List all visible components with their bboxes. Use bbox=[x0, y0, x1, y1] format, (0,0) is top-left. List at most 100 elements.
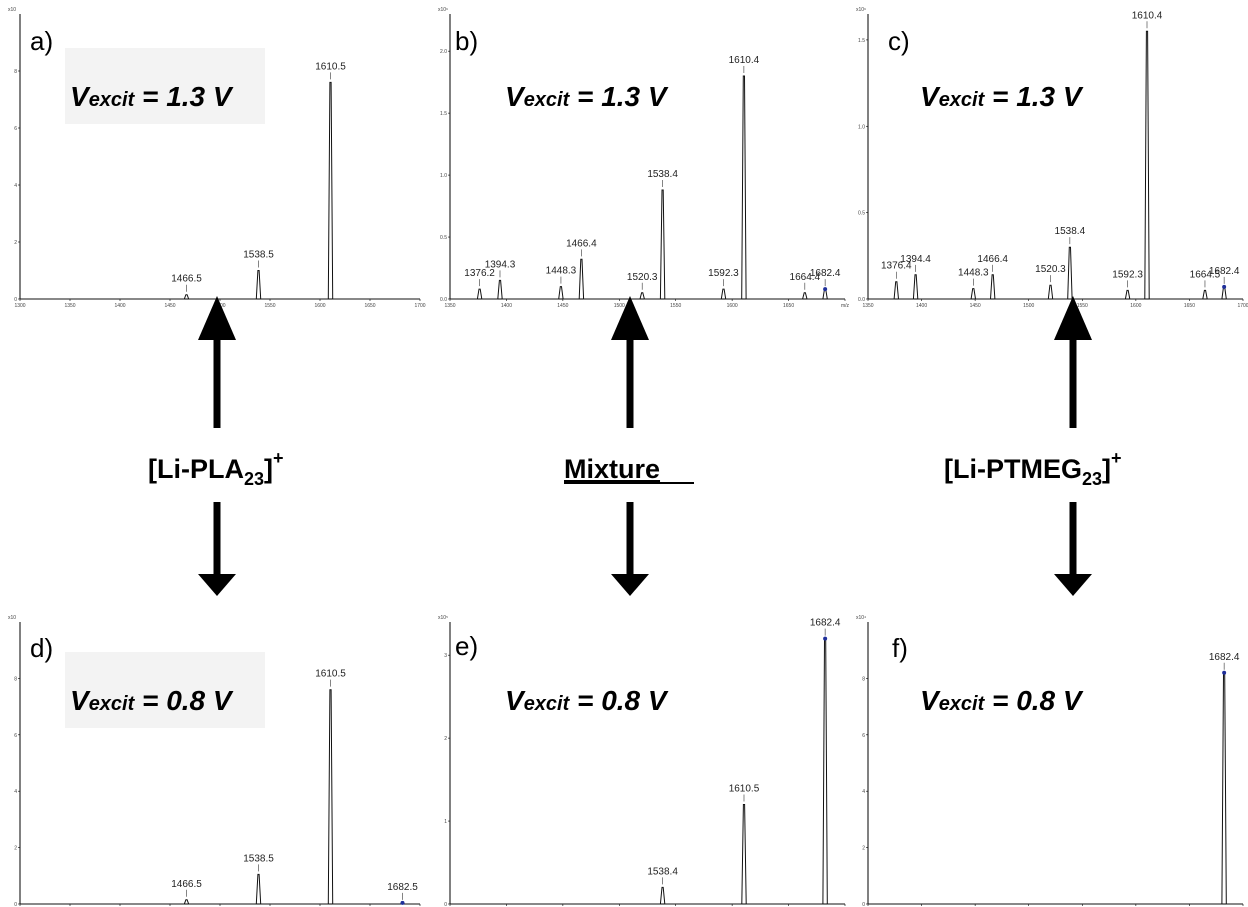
x-tick-label: m/z bbox=[841, 303, 850, 309]
peak-label: 1376.4 bbox=[881, 261, 912, 272]
y-tick-label: 1.0 bbox=[858, 124, 865, 130]
vexcit-label: Vexcit = 1.3 V bbox=[920, 81, 1084, 112]
intensity-scale: x10 bbox=[8, 7, 16, 13]
y-tick-label: 6 bbox=[14, 126, 17, 132]
y-tick-label: 2 bbox=[14, 240, 17, 246]
x-tick-label: 1550 bbox=[670, 303, 681, 309]
y-tick-label: 0 bbox=[14, 297, 17, 303]
peak-label: 1664.4 bbox=[790, 272, 821, 283]
peak-label: 1682.5 bbox=[387, 882, 418, 893]
vexcit-label: Vexcit = 0.8 V bbox=[70, 685, 234, 716]
panel-d: Vexcit = 0.8 V 1300135014001450150015501… bbox=[8, 615, 421, 907]
panel-label: e) bbox=[455, 631, 478, 661]
peak-label: 1682.4 bbox=[810, 268, 841, 279]
y-tick-label: 8 bbox=[862, 676, 865, 682]
peak-label: 1682.4 bbox=[1209, 652, 1240, 663]
peak-label: 1664.5 bbox=[1190, 269, 1221, 280]
peak-marker bbox=[400, 900, 405, 905]
panel-label: c) bbox=[888, 26, 910, 56]
peak-label: 1448.3 bbox=[958, 268, 989, 279]
spectrum-trace bbox=[450, 75, 845, 300]
arrow-down-head bbox=[1054, 574, 1092, 596]
intensity-scale: x10⁵ bbox=[438, 615, 448, 621]
panel-c: 1350 1400 1450 1500 1550 1600 1650 1700 0.0 0.5 1.… bbox=[856, 7, 1248, 309]
y-tick-label: 6 bbox=[14, 733, 17, 739]
peak-marker bbox=[823, 636, 828, 641]
peak-label: 1538.4 bbox=[1055, 226, 1086, 237]
peak-label: 1682.4 bbox=[1209, 266, 1240, 277]
x-tick-label: 1700 bbox=[1237, 303, 1248, 309]
y-tick-label: 0 bbox=[14, 902, 17, 907]
y-tick-label: 8 bbox=[14, 69, 17, 75]
y-tick-label: 0.0 bbox=[858, 297, 865, 303]
y-tick-label: 0.5 bbox=[858, 211, 865, 217]
x-tick-label: 1550 bbox=[1077, 303, 1088, 309]
x-tick-label: 1400 bbox=[501, 303, 512, 309]
panel-b: 1350 1400 1450 1500 1550 1600 1650 m/z 0.0 0.5 1.0… bbox=[438, 7, 850, 309]
peak-label: 1592.3 bbox=[1112, 269, 1143, 280]
y-tick-label: 2 bbox=[444, 736, 447, 742]
peak-label: 1466.5 bbox=[171, 274, 202, 285]
peak-label: 1682.4 bbox=[810, 618, 841, 629]
x-tick-label: 1450 bbox=[557, 303, 568, 309]
peak-label: 1538.5 bbox=[243, 250, 274, 261]
panel-e: 1350140014501500155016001650m/z0123x10⁵1… bbox=[438, 615, 846, 907]
x-tick-label: 1700 bbox=[414, 303, 425, 309]
x-tick-label: 1400 bbox=[916, 303, 927, 309]
y-tick-label: 4 bbox=[14, 183, 17, 189]
arrow-right bbox=[1054, 296, 1092, 596]
arrow-up-head bbox=[611, 296, 649, 340]
spectrum-trace bbox=[20, 81, 420, 300]
panel-label: a) bbox=[30, 26, 53, 56]
arrow-up-head bbox=[1054, 296, 1092, 340]
peak-marker bbox=[1222, 284, 1227, 289]
y-tick-label: 3 bbox=[444, 653, 447, 659]
y-tick-label: 2.0 bbox=[440, 49, 447, 55]
spectrum-e: 1350140014501500155016001650m/z0123x10⁵1… bbox=[438, 615, 846, 907]
sample-label-ptmeg: [Li-PTMEG23]+ bbox=[944, 448, 1122, 489]
vexcit-box bbox=[65, 48, 265, 124]
spectrum-f: 1350140014501500155016001650170002468x10… bbox=[856, 615, 1244, 907]
peak-label: 1610.4 bbox=[729, 55, 760, 66]
x-tick-label: 1300 bbox=[14, 303, 25, 309]
x-tick-label: 1650 bbox=[783, 303, 794, 309]
y-tick-label: 2 bbox=[14, 846, 17, 852]
y-tick-label: 0.5 bbox=[440, 235, 447, 241]
x-tick-label: 1400 bbox=[114, 303, 125, 309]
peak-label: 1448.3 bbox=[546, 266, 577, 277]
y-tick-label: 6 bbox=[862, 733, 865, 739]
arrow-up-head bbox=[198, 296, 236, 340]
x-tick-label: 1350 bbox=[444, 303, 455, 309]
y-tick-label: 0 bbox=[862, 902, 865, 907]
panel-label: b) bbox=[455, 26, 478, 56]
spectrum-trace bbox=[868, 30, 1243, 300]
intensity-scale: x10⁶ bbox=[438, 7, 448, 13]
x-tick-label: 1450 bbox=[164, 303, 175, 309]
x-tick-label: 1350 bbox=[64, 303, 75, 309]
vexcit-label: Vexcit = 1.3 V bbox=[505, 81, 669, 112]
peak-label: 1538.5 bbox=[243, 853, 274, 864]
y-tick-label: 1.5 bbox=[440, 111, 447, 117]
arrow-down-head bbox=[611, 574, 649, 596]
sample-label-mixture: Mixture bbox=[564, 454, 660, 484]
peak-marker bbox=[1222, 670, 1227, 675]
x-tick-label: 1450 bbox=[970, 303, 981, 309]
x-tick-label: 1650 bbox=[1184, 303, 1195, 309]
x-tick-label: 1600 bbox=[314, 303, 325, 309]
y-tick-label: 4 bbox=[14, 789, 17, 795]
y-tick-label: 1.5 bbox=[858, 38, 865, 44]
x-tick-label: 1650 bbox=[364, 303, 375, 309]
spectrum-a: 1300135014001450150015501600165017000246… bbox=[8, 7, 426, 309]
panel-label: d) bbox=[30, 633, 53, 663]
peak-label: 1610.5 bbox=[315, 61, 346, 72]
peak-label: 1538.4 bbox=[647, 866, 678, 877]
vexcit-label: Vexcit = 1.3 V bbox=[70, 81, 234, 112]
x-tick-label: 1500 bbox=[1023, 303, 1034, 309]
x-tick-label: 1500 bbox=[614, 303, 625, 309]
peak-label: 1394.3 bbox=[485, 259, 516, 270]
x-tick-label: 1350 bbox=[862, 303, 873, 309]
spectrum-d: 1300135014001450150015501600165017000246… bbox=[8, 615, 421, 907]
peak-label: 1466.4 bbox=[977, 254, 1008, 265]
arrow-down-head bbox=[198, 574, 236, 596]
x-tick-label: 1550 bbox=[264, 303, 275, 309]
